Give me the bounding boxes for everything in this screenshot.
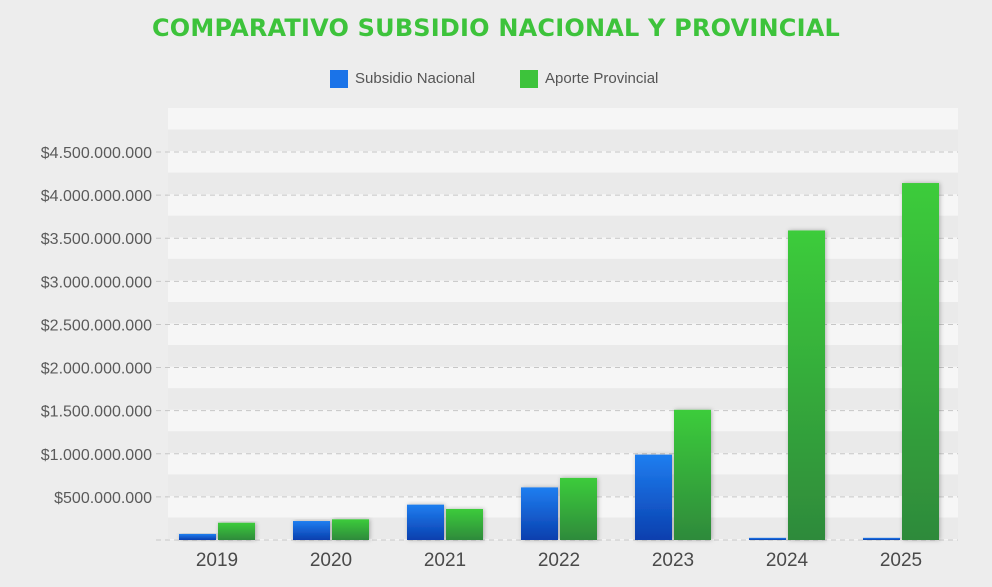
plot-band [168,237,958,259]
bar-subsidio-nacional-2022 [521,487,558,540]
plot-band [168,409,958,432]
bar-aporte-provincial-2023 [674,409,711,540]
chart-legend: Subsidio Nacional Aporte Provincial [0,68,992,90]
y-tick-label: $500.000.000 [54,490,152,507]
plot-band [168,388,958,410]
bar-aporte-provincial-2020 [332,519,369,540]
x-tick-label: 2023 [652,550,694,571]
bar-subsidio-nacional-2024 [749,537,786,540]
plot-band [168,431,958,453]
legend-label-subsidio-nacional: Subsidio Nacional [355,70,476,87]
bar-aporte-provincial-2019 [218,522,255,540]
y-tick-label: $2.000.000.000 [41,361,152,378]
bar-subsidio-nacional-2020 [293,521,330,540]
y-tick-label: $2.500.000.000 [41,317,152,334]
y-tick-label: $3.000.000.000 [41,274,152,291]
plot-band [168,172,958,195]
x-tick-label: 2024 [766,550,809,571]
plot-band [168,194,958,216]
plot-band [168,302,958,324]
x-tick-label: 2019 [196,550,238,571]
y-tick-label: $3.500.000.000 [41,231,152,248]
bar-subsidio-nacional-2025 [863,537,900,540]
y-axis: $500.000.000 $1.000.000.000 $1.500.000.000… [41,145,152,507]
bar-subsidio-nacional-2021 [407,504,444,540]
y-tick-label: $4.000.000.000 [41,188,152,205]
legend-label-aporte-provincial: Aporte Provincial [545,70,659,87]
plot-band [168,129,958,152]
x-tick-label: 2025 [880,550,922,571]
y-tick-label: $1.500.000.000 [41,404,152,421]
plot-band [168,323,958,346]
bar-aporte-provincial-2024 [788,230,825,540]
bar-aporte-provincial-2025 [902,183,939,541]
plot-background [168,108,958,540]
plot-band [168,151,958,173]
plot-band [168,452,958,475]
plot-band [168,345,958,367]
legend-swatch-green [520,70,538,88]
chart-title: COMPARATIVO SUBSIDIO NACIONAL Y PROVINCI… [151,14,841,42]
bar-aporte-provincial-2021 [446,508,483,540]
plot-band [168,258,958,281]
plot-band [168,366,958,389]
x-tick-label: 2021 [424,550,466,571]
x-tick-label: 2022 [538,550,580,571]
bar-subsidio-nacional-2019 [179,533,216,540]
plot-band [168,215,958,238]
x-tick-label: 2020 [310,550,352,571]
x-axis: 2019 2020 2021 2022 2023 2024 2025 [196,550,922,571]
legend-swatch-blue [330,70,348,88]
plot-band [168,280,958,302]
plot-band [168,108,958,130]
bar-subsidio-nacional-2023 [635,454,672,540]
bars [179,183,939,541]
y-tick-label: $4.500.000.000 [41,145,152,162]
bar-aporte-provincial-2022 [560,477,597,540]
y-tick-label: $1.000.000.000 [41,447,152,464]
